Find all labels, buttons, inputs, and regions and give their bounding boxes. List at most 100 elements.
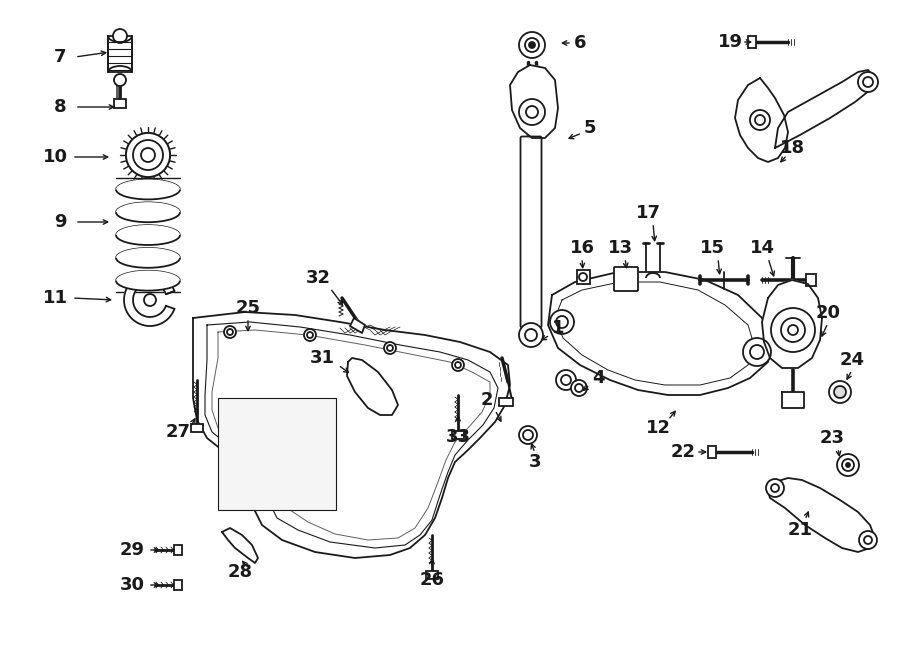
Bar (452, 431, 464, 439)
Circle shape (387, 345, 393, 351)
Circle shape (523, 430, 533, 440)
Text: 12: 12 (645, 419, 670, 437)
Text: 18: 18 (780, 139, 806, 157)
Text: 6: 6 (574, 34, 586, 52)
Circle shape (126, 133, 170, 177)
Circle shape (227, 329, 233, 335)
Bar (577, 270, 590, 284)
Text: 23: 23 (820, 429, 844, 447)
Polygon shape (782, 392, 804, 408)
Circle shape (455, 362, 461, 368)
Circle shape (834, 386, 846, 398)
Polygon shape (548, 272, 772, 395)
Text: 29: 29 (120, 541, 145, 559)
Circle shape (771, 308, 815, 352)
Circle shape (519, 323, 543, 347)
Circle shape (788, 325, 798, 335)
Text: 26: 26 (419, 571, 445, 589)
Circle shape (859, 531, 877, 549)
Polygon shape (347, 358, 398, 415)
Circle shape (526, 106, 538, 118)
Polygon shape (350, 318, 365, 333)
Text: 8: 8 (54, 98, 67, 116)
Circle shape (224, 326, 236, 338)
Circle shape (575, 384, 583, 392)
Text: 33: 33 (446, 428, 471, 446)
Bar (708, 446, 716, 458)
Polygon shape (222, 528, 258, 563)
Circle shape (126, 133, 170, 177)
Circle shape (133, 140, 163, 170)
Circle shape (529, 42, 535, 48)
Circle shape (144, 294, 156, 306)
Text: 25: 25 (236, 299, 260, 317)
Text: 2: 2 (481, 391, 493, 409)
Text: 19: 19 (717, 33, 742, 51)
Bar (426, 571, 438, 579)
Text: 27: 27 (166, 423, 191, 441)
Circle shape (750, 345, 764, 359)
Text: 30: 30 (120, 576, 145, 594)
Polygon shape (735, 78, 788, 162)
Polygon shape (775, 70, 875, 148)
Text: 13: 13 (608, 239, 633, 257)
Circle shape (114, 74, 126, 86)
Text: 22: 22 (670, 443, 696, 461)
Text: 16: 16 (570, 239, 595, 257)
Polygon shape (108, 36, 132, 72)
Text: 14: 14 (750, 239, 775, 257)
Circle shape (846, 463, 850, 467)
Circle shape (750, 110, 770, 130)
Text: 21: 21 (788, 521, 813, 539)
Circle shape (519, 426, 537, 444)
Circle shape (766, 479, 784, 497)
Polygon shape (193, 312, 510, 558)
Circle shape (829, 381, 851, 403)
Circle shape (141, 148, 155, 162)
Circle shape (525, 38, 539, 52)
Text: 4: 4 (592, 369, 604, 387)
Bar (218, 398, 336, 510)
Text: 15: 15 (699, 239, 725, 257)
Bar (174, 545, 182, 555)
Text: 7: 7 (54, 48, 67, 66)
Circle shape (571, 380, 587, 396)
Circle shape (579, 273, 587, 281)
Text: 24: 24 (840, 351, 865, 369)
Ellipse shape (116, 270, 180, 291)
Circle shape (519, 32, 545, 58)
Text: 17: 17 (635, 204, 661, 222)
Circle shape (550, 310, 574, 334)
Circle shape (304, 329, 316, 341)
Text: 3: 3 (529, 453, 541, 471)
Polygon shape (510, 65, 558, 138)
Circle shape (837, 454, 859, 476)
Polygon shape (768, 478, 875, 552)
Ellipse shape (116, 225, 180, 245)
Circle shape (113, 29, 127, 43)
Bar (114, 99, 126, 108)
Bar (191, 424, 203, 432)
Bar (174, 580, 182, 590)
FancyBboxPatch shape (614, 267, 638, 291)
Text: 1: 1 (552, 319, 564, 337)
Bar (806, 274, 816, 286)
Circle shape (863, 77, 873, 87)
Circle shape (556, 316, 568, 328)
Text: 11: 11 (42, 289, 68, 307)
FancyBboxPatch shape (520, 137, 542, 327)
Ellipse shape (116, 202, 180, 222)
Circle shape (519, 99, 545, 125)
Circle shape (864, 536, 872, 544)
Text: 32: 32 (305, 269, 330, 287)
Circle shape (755, 115, 765, 125)
Text: 28: 28 (228, 563, 253, 581)
Circle shape (858, 72, 878, 92)
Ellipse shape (116, 248, 180, 268)
Circle shape (525, 329, 537, 341)
Ellipse shape (116, 179, 180, 200)
Circle shape (307, 332, 313, 338)
Circle shape (561, 375, 571, 385)
Text: 10: 10 (42, 148, 68, 166)
Polygon shape (762, 280, 822, 368)
